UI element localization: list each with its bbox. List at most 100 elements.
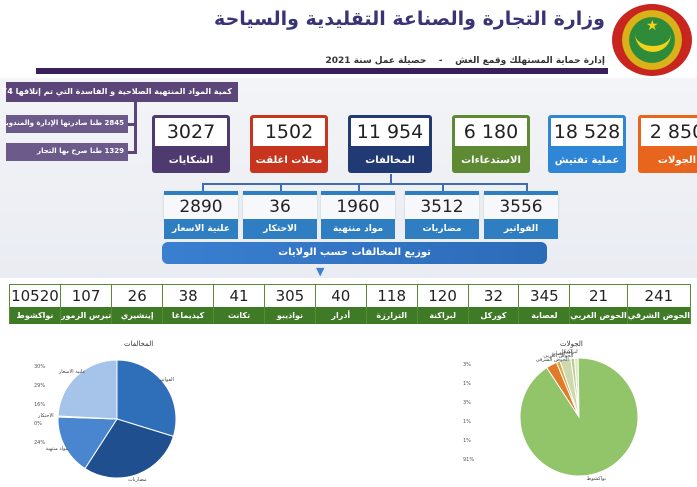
pie-percent-label: 29%: [34, 383, 46, 389]
tree-connector: [202, 183, 204, 191]
violation-card: 2890 علنية الاسعار: [164, 191, 238, 239]
wilaya-cell: 107 تيرس الزمور: [59, 284, 113, 324]
ministry-title: وزارة التجارة والصناعة التقليدية والسياح…: [214, 8, 605, 30]
wilaya-cell: 305 نواذيبو: [263, 284, 316, 324]
wilaya-value: 305: [264, 285, 315, 307]
pie-category-label: الاحتكار: [38, 413, 54, 420]
tree-connector: [526, 183, 528, 191]
wilaya-label: تكانت: [214, 307, 264, 324]
violation-label: مضاربات: [405, 219, 479, 239]
wilaya-value: 241: [627, 285, 690, 307]
pie-title-violations: المخالفات: [124, 340, 154, 348]
star-icon: ★: [646, 18, 659, 34]
wilaya-cell: 118 الترارزة: [365, 284, 418, 324]
violation-label: علنية الاسعار: [164, 219, 238, 239]
kpi-value: 6 180: [452, 115, 530, 149]
seized-goods-note: 2845 طنا صادرتها الإدارة والمندوبيات: [0, 115, 128, 133]
separator: -: [438, 56, 443, 66]
wilaya-label: الترارزة: [366, 307, 417, 324]
pie-slice: [57, 416, 118, 470]
kpi-label: محلات اغلقت: [250, 149, 328, 173]
wilaya-label: أدرار: [315, 307, 366, 324]
note-connector: [134, 102, 137, 154]
kpi-card: 1502 محلات اغلقت: [250, 115, 328, 173]
wilaya-label: إينشيري: [112, 307, 163, 324]
pie-percent-label: 1%: [463, 381, 471, 387]
violation-label: الاحتكار: [243, 219, 317, 239]
declared-goods-note: 1329 طنا صرح بها التجار: [6, 143, 128, 161]
wilaya-cell: 345 لعصابة: [518, 284, 571, 324]
wilaya-value: 345: [519, 285, 570, 307]
wilaya-cell: 241 الحوض الشرقي: [626, 284, 691, 324]
wilaya-value: 120: [417, 285, 468, 307]
violation-card: 3512 مضاربات: [405, 191, 479, 239]
wilaya-label: نواكشوط: [10, 307, 60, 324]
pie-percent-label: 3%: [463, 400, 471, 406]
kpi-label: المخالفات: [348, 149, 432, 173]
pie-category-label: كوركل: [559, 349, 574, 356]
pie-category-label: لبراكنة: [563, 349, 578, 356]
wilaya-cell: 40 أدرار: [314, 284, 367, 324]
wilaya-label: كوركل: [468, 307, 519, 324]
wilaya-cell: 120 لبراكنة: [416, 284, 469, 324]
kpi-value: 1502: [250, 115, 328, 149]
violations-pie-chart: [57, 359, 177, 479]
tree-connector: [390, 174, 392, 184]
wilaya-value: 21: [570, 285, 627, 307]
wilaya-cell: 38 كيديماغا: [162, 284, 215, 324]
pie-category-label: الفواتير: [158, 377, 174, 384]
wilaya-cell: 21 الحوض الغربي: [569, 284, 628, 324]
violation-card: 1960 مواد منتهية: [321, 191, 395, 239]
wilaya-value: 107: [60, 285, 112, 307]
pie-category-label: لعصابة: [551, 350, 566, 357]
department-name: إدارة حماية المستهلك وقمع الغش: [455, 56, 605, 66]
violation-value: 36: [243, 191, 317, 219]
wilaya-value: 10520: [10, 285, 60, 307]
pie-slice: [57, 359, 118, 420]
violation-label: مواد منتهية: [321, 219, 395, 239]
subtitle-bar: [36, 56, 608, 74]
tree-connector: [280, 183, 282, 191]
pie-category-label: الحوض الغربي: [543, 353, 574, 360]
pie-category-label: الحوض الشرقي: [535, 356, 569, 363]
wilaya-label: نواذيبو: [264, 307, 315, 324]
wilaya-cell: 32 كوركل: [467, 284, 520, 324]
wilaya-value: 118: [366, 285, 417, 307]
wilaya-label: الحوض الشرقي: [627, 307, 690, 324]
violation-label: الفواتير: [484, 219, 558, 239]
kpi-label: عملية تفتيش: [548, 149, 626, 173]
kpi-label: الشكايات: [152, 149, 230, 173]
pie-category-label: مضاربات: [127, 477, 147, 484]
kpi-card: 2 850 الجولات: [638, 115, 697, 173]
kpi-label: الجولات: [638, 149, 697, 173]
kpi-value: 11 954: [348, 115, 432, 149]
pie-percent-label: 0%: [34, 421, 42, 427]
wilaya-value: 41: [214, 285, 264, 307]
pie-percent-label: 16%: [34, 402, 46, 408]
kpi-label: الاستدعاءات: [452, 149, 530, 173]
pie-percent-label: 24%: [34, 440, 46, 446]
kpi-value: 3027: [152, 115, 230, 149]
wilaya-cell: 26 إينشيري: [111, 284, 164, 324]
violation-card: 36 الاحتكار: [243, 191, 317, 239]
chevron-down-icon: ▼: [316, 265, 325, 278]
crescent-icon: [635, 26, 671, 52]
pie-percent-label: 1%: [463, 438, 471, 444]
wilaya-value: 26: [112, 285, 163, 307]
period-label: حصيلة عمل سنة 2021: [325, 56, 427, 66]
kpi-card: 6 180 الاستدعاءات: [452, 115, 530, 173]
violation-value: 2890: [164, 191, 238, 219]
pie-category-label: نواكشوط: [586, 476, 607, 483]
violation-card: 3556 الفواتير: [484, 191, 558, 239]
wilaya-cell: 10520 نواكشوط: [9, 284, 61, 324]
violation-value: 3556: [484, 191, 558, 219]
wilaya-label: الحوض الغربي: [570, 307, 627, 324]
kpi-card: 11 954 المخالفات: [348, 115, 432, 173]
pie-percent-label: 1%: [463, 419, 471, 425]
tours-pie-chart: [519, 357, 639, 477]
note-connector-2: [128, 151, 136, 154]
kpi-value: 2 850: [638, 115, 697, 149]
kpi-card: 3027 الشكايات: [152, 115, 230, 173]
wilaya-label: كيديماغا: [163, 307, 214, 324]
pie-title-tours: الجولات: [560, 340, 583, 348]
